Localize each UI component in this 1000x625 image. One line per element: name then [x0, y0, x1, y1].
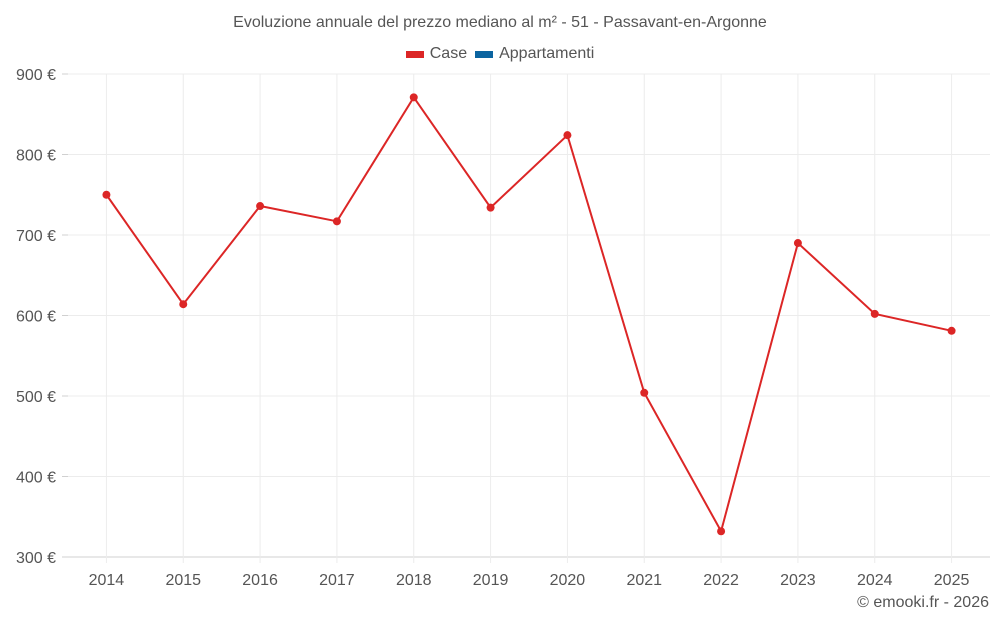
y-tick-label: 300 € — [16, 550, 56, 567]
y-tick-label: 700 € — [16, 228, 56, 245]
x-tick-label: 2018 — [396, 572, 432, 589]
y-tick-label: 900 € — [16, 67, 56, 84]
chart-title: Evoluzione annuale del prezzo mediano al… — [233, 14, 767, 31]
y-tick-label: 500 € — [16, 389, 56, 406]
data-point[interactable] — [409, 93, 418, 102]
x-tick-label: 2015 — [165, 572, 201, 589]
legend-label-case: Case — [429, 45, 468, 62]
legend: Case Appartamenti — [0, 45, 1000, 63]
data-point[interactable] — [486, 203, 495, 212]
data-point[interactable] — [102, 190, 111, 199]
data-point[interactable] — [179, 300, 188, 309]
copyright-footer: © emooki.fr - 2026 — [857, 594, 989, 611]
y-tick-label: 600 € — [16, 309, 56, 326]
x-tick-label: 2020 — [550, 572, 586, 589]
data-point[interactable] — [793, 239, 802, 248]
x-tick-label: 2023 — [780, 572, 816, 589]
x-tick-label: 2014 — [89, 572, 125, 589]
x-tick-label: 2016 — [242, 572, 278, 589]
y-tick-label: 800 € — [16, 148, 56, 165]
data-point[interactable] — [332, 217, 341, 226]
x-tick-label: 2019 — [473, 572, 509, 589]
x-tick-label: 2017 — [319, 572, 355, 589]
legend-swatch-appartamenti — [475, 50, 494, 58]
data-point[interactable] — [717, 527, 726, 536]
data-point[interactable] — [563, 131, 572, 140]
x-tick-label: 2024 — [857, 572, 893, 589]
x-tick-label: 2022 — [703, 572, 739, 589]
series-line — [105, 95, 952, 534]
y-tick-label: 400 € — [16, 470, 56, 487]
data-point[interactable] — [870, 309, 879, 318]
data-point[interactable] — [256, 202, 265, 211]
data-point[interactable] — [640, 388, 649, 397]
legend-item-case[interactable]: Case — [405, 45, 468, 63]
x-tick-label: 2025 — [934, 572, 970, 589]
legend-swatch-case — [405, 50, 424, 58]
data-point[interactable] — [947, 326, 956, 335]
legend-label-appartamenti: Appartamenti — [499, 45, 595, 62]
x-tick-label: 2021 — [626, 572, 662, 589]
legend-item-appartamenti[interactable]: Appartamenti — [475, 45, 594, 63]
